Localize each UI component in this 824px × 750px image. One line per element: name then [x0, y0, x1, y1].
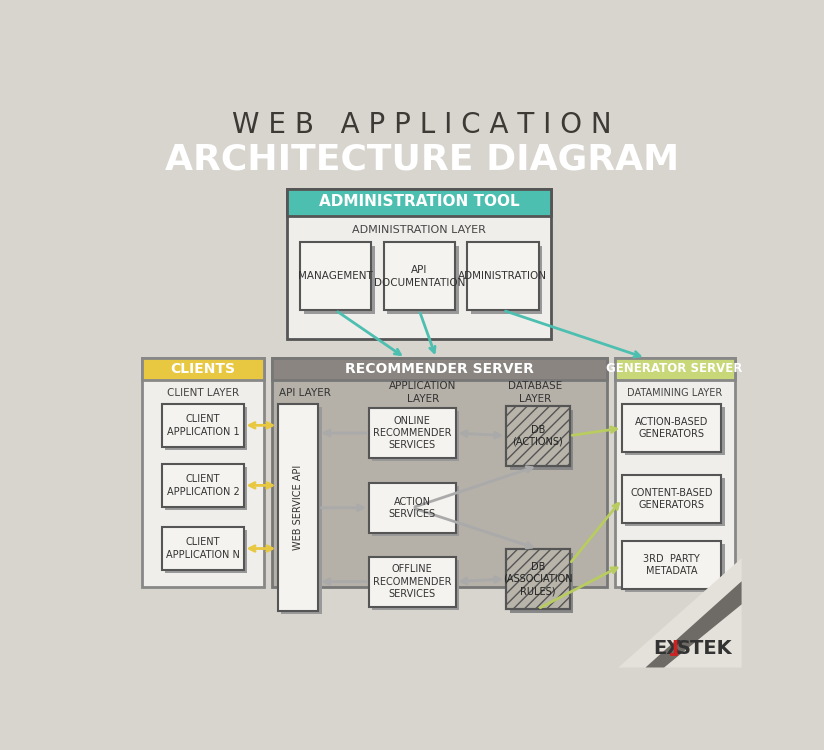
Text: DB
(ACTIONS): DB (ACTIONS)	[513, 424, 563, 447]
Bar	[369, 483, 456, 532]
Text: CLIENT LAYER: CLIENT LAYER	[167, 388, 239, 398]
Text: API
DOCUMENTATION: API DOCUMENTATION	[373, 266, 465, 287]
Bar	[615, 358, 735, 587]
Bar	[166, 407, 246, 449]
Text: DB
(ASSOCIATION
RULES): DB (ASSOCIATION RULES)	[503, 562, 573, 596]
Bar	[369, 408, 456, 458]
Text: OFFLINE
RECOMMENDER
SERVICES: OFFLINE RECOMMENDER SERVICES	[373, 564, 452, 599]
Text: STEK: STEK	[677, 639, 733, 658]
Bar	[372, 560, 459, 610]
Text: CLIENT
APPLICATION 1: CLIENT APPLICATION 1	[166, 414, 239, 436]
Bar	[162, 527, 244, 570]
Text: APPLICATION
LAYER: APPLICATION LAYER	[390, 382, 456, 404]
Bar	[510, 410, 574, 470]
Text: ADMINISTRATION TOOL: ADMINISTRATION TOOL	[319, 194, 519, 209]
Bar	[142, 358, 265, 380]
Bar	[372, 411, 459, 461]
Bar	[506, 406, 569, 466]
Bar	[166, 530, 246, 573]
Text: EX: EX	[653, 639, 681, 658]
Text: CLIENTS: CLIENTS	[171, 362, 236, 376]
Bar	[506, 549, 569, 609]
Bar	[288, 188, 551, 215]
Bar	[387, 246, 459, 314]
Bar	[300, 242, 371, 310]
Bar	[467, 242, 539, 310]
Bar	[622, 542, 722, 589]
Bar	[304, 246, 375, 314]
Bar	[288, 188, 551, 339]
Bar	[372, 486, 459, 536]
Bar	[272, 358, 606, 587]
Polygon shape	[618, 558, 742, 668]
Text: CLIENT
APPLICATION N: CLIENT APPLICATION N	[166, 537, 240, 560]
Bar	[272, 358, 606, 380]
Text: W E B   A P P L I C A T I O N: W E B A P P L I C A T I O N	[232, 111, 612, 139]
Text: GENERATOR SERVER: GENERATOR SERVER	[606, 362, 742, 375]
Bar	[369, 556, 456, 607]
Bar	[383, 242, 455, 310]
Text: CLIENT
APPLICATION 2: CLIENT APPLICATION 2	[166, 474, 239, 496]
Text: ACTION
SERVICES: ACTION SERVICES	[389, 496, 436, 519]
Bar	[162, 464, 244, 506]
Polygon shape	[645, 581, 742, 668]
Text: MANAGEMENT: MANAGEMENT	[298, 272, 373, 281]
Bar	[622, 475, 722, 523]
Bar	[162, 404, 244, 446]
Bar	[166, 467, 246, 510]
Text: RECOMMENDER SERVER: RECOMMENDER SERVER	[345, 362, 534, 376]
Text: ACTION-BASED
GENERATORS: ACTION-BASED GENERATORS	[635, 417, 709, 440]
Bar	[471, 246, 542, 314]
Bar	[281, 407, 321, 614]
Bar	[142, 358, 265, 587]
Text: ARCHITECTURE DIAGRAM: ARCHITECTURE DIAGRAM	[166, 142, 679, 176]
Bar	[506, 406, 569, 466]
Text: API LAYER: API LAYER	[279, 388, 330, 398]
Text: DATAMINING LAYER: DATAMINING LAYER	[627, 388, 722, 398]
Bar	[279, 404, 318, 610]
Bar	[622, 404, 722, 452]
Bar	[625, 407, 724, 455]
Text: WEB SERVICE API: WEB SERVICE API	[293, 465, 303, 550]
Text: ADMINISTRATION: ADMINISTRATION	[458, 272, 547, 281]
Bar	[615, 358, 735, 380]
Text: DATABASE
LAYER: DATABASE LAYER	[508, 382, 563, 404]
Text: 3RD  PARTY
METADATA: 3RD PARTY METADATA	[644, 554, 700, 576]
Text: ADMINISTRATION LAYER: ADMINISTRATION LAYER	[353, 225, 486, 236]
Text: ONLINE
RECOMMENDER
SERVICES: ONLINE RECOMMENDER SERVICES	[373, 416, 452, 451]
Text: CONTENT-BASED
GENERATORS: CONTENT-BASED GENERATORS	[630, 488, 713, 510]
Bar	[625, 478, 724, 526]
Bar	[625, 544, 724, 592]
Text: I: I	[671, 639, 678, 658]
Bar	[506, 549, 569, 609]
Bar	[510, 553, 574, 613]
